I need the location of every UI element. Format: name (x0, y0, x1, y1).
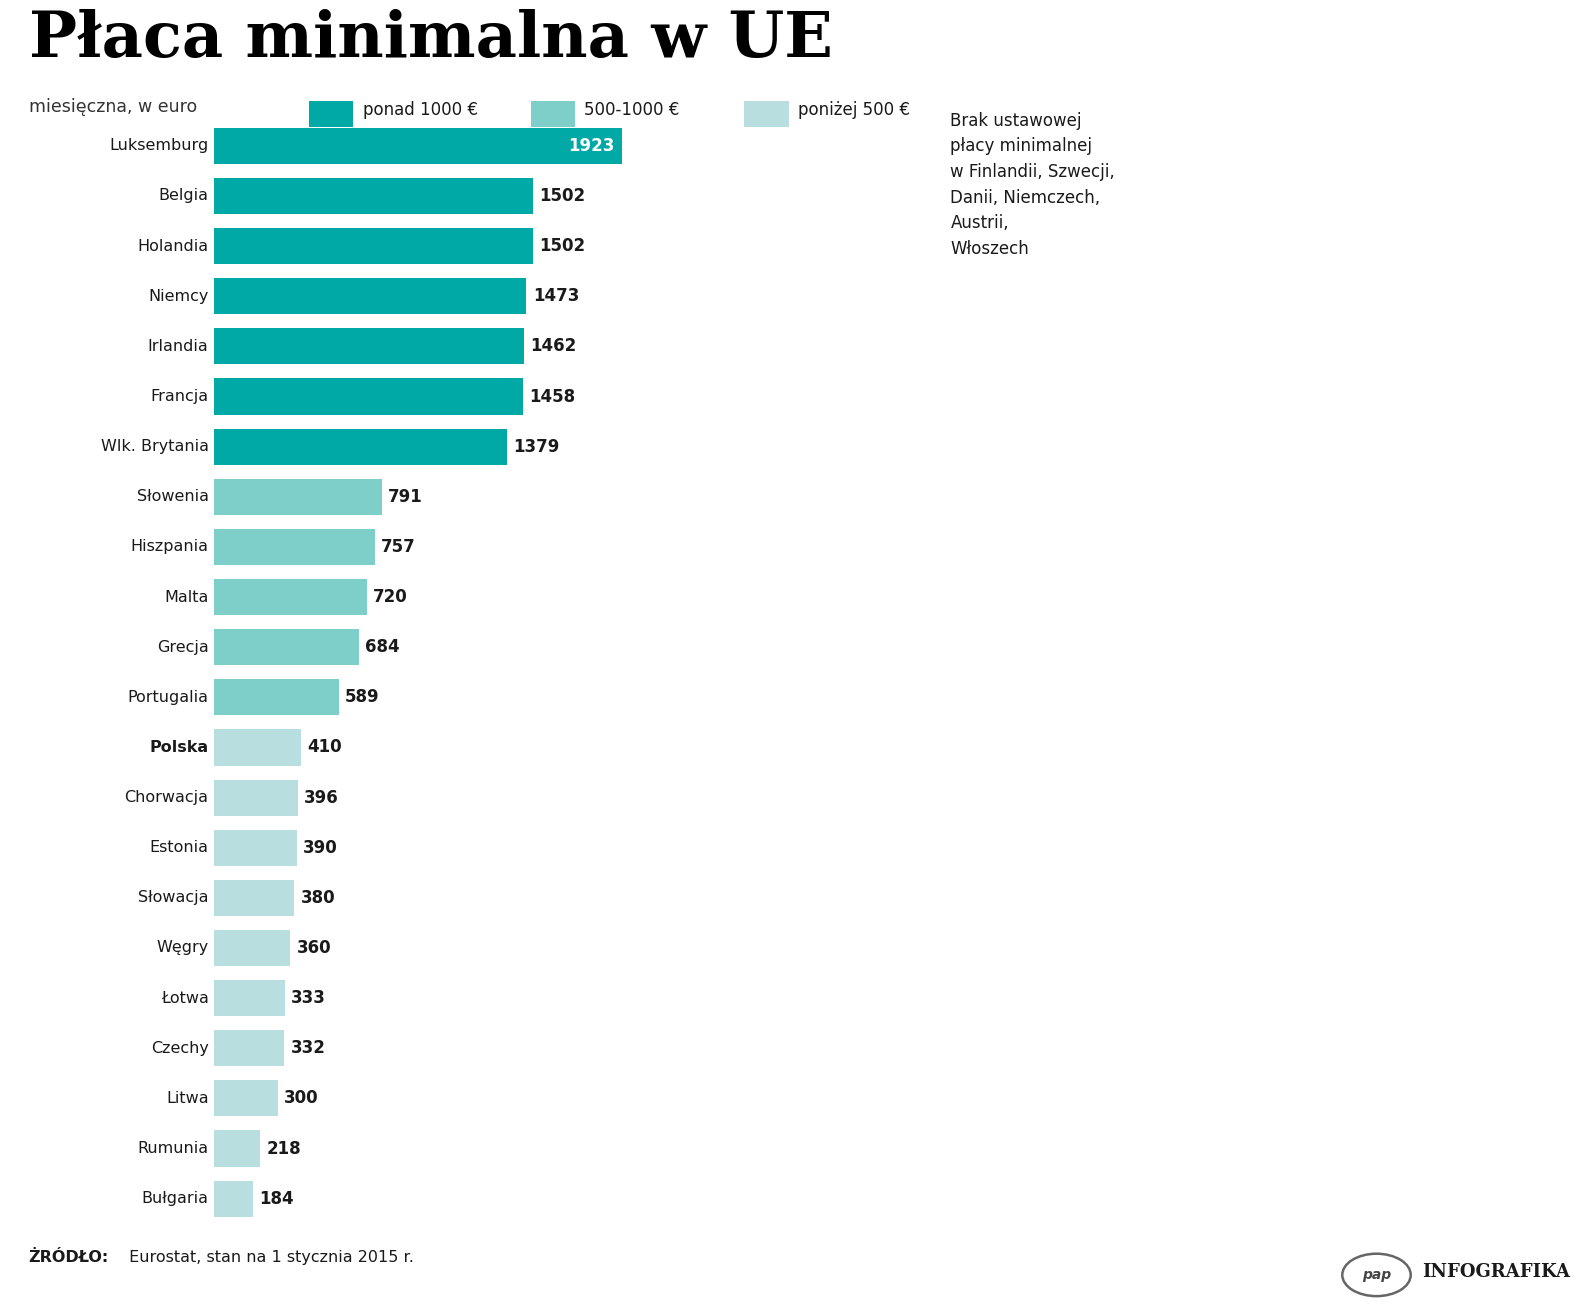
Text: 218: 218 (266, 1140, 301, 1158)
Bar (214, 328, 524, 365)
Text: Brak ustawowej
płacy minimalnej
w Finlandii, Szwecji,
Danii, Niemczech,
Austrii,: Brak ustawowej płacy minimalnej w Finlan… (950, 112, 1115, 259)
Text: Chorwacja: Chorwacja (125, 790, 209, 805)
Text: Słowacja: Słowacja (138, 890, 209, 906)
Bar (214, 1081, 277, 1116)
Text: Wlk. Brytania: Wlk. Brytania (100, 439, 209, 454)
Bar (214, 1130, 260, 1166)
Text: 720: 720 (374, 588, 407, 607)
Text: Luksemburg: Luksemburg (109, 138, 209, 154)
Bar (214, 679, 339, 716)
Text: Łotwa: Łotwa (160, 990, 209, 1006)
Text: INFOGRAFIKA: INFOGRAFIKA (1422, 1263, 1570, 1281)
Bar (214, 880, 295, 916)
Bar (214, 979, 285, 1016)
Text: 589: 589 (345, 688, 380, 706)
Bar (214, 228, 532, 264)
Text: Francja: Francja (150, 389, 209, 404)
Text: Eurostat, stan na 1 stycznia 2015 r.: Eurostat, stan na 1 stycznia 2015 r. (124, 1250, 413, 1264)
Text: 684: 684 (366, 638, 401, 656)
Bar (214, 629, 360, 666)
Text: 360: 360 (296, 939, 331, 957)
Text: 791: 791 (388, 488, 423, 506)
Text: 1458: 1458 (529, 387, 577, 406)
Text: 333: 333 (291, 989, 326, 1007)
Bar (214, 479, 382, 515)
Text: Polska: Polska (149, 741, 209, 755)
Text: 757: 757 (380, 538, 415, 555)
Text: 390: 390 (303, 839, 337, 856)
Bar (214, 780, 298, 815)
Bar (214, 278, 526, 314)
Text: Węgry: Węgry (157, 940, 209, 956)
Bar (214, 1180, 253, 1217)
Text: Hiszpania: Hiszpania (130, 540, 209, 554)
Text: 500-1000 €: 500-1000 € (584, 101, 680, 119)
Text: Holandia: Holandia (138, 239, 209, 253)
Text: 1462: 1462 (531, 337, 577, 356)
Text: Rumunia: Rumunia (138, 1141, 209, 1155)
Text: 1502: 1502 (539, 186, 584, 205)
Bar (214, 579, 366, 614)
Text: 300: 300 (284, 1090, 318, 1107)
Text: Bułgaria: Bułgaria (141, 1191, 209, 1207)
Text: Portugalia: Portugalia (128, 689, 209, 705)
Text: Malta: Malta (165, 590, 209, 604)
Text: Irlandia: Irlandia (147, 339, 209, 355)
Bar (214, 830, 296, 865)
Bar (214, 378, 523, 415)
Text: 1473: 1473 (532, 288, 580, 305)
Bar (214, 428, 507, 465)
Text: Grecja: Grecja (157, 639, 209, 655)
Text: poniżej 500 €: poniżej 500 € (798, 101, 911, 119)
Text: 396: 396 (304, 789, 339, 806)
Text: 332: 332 (291, 1040, 326, 1057)
Bar (214, 1031, 284, 1066)
Text: Czechy: Czechy (150, 1041, 209, 1056)
Text: 1923: 1923 (569, 137, 615, 155)
Text: 410: 410 (307, 738, 342, 756)
Text: ponad 1000 €: ponad 1000 € (363, 101, 478, 119)
Text: Niemcy: Niemcy (149, 289, 209, 303)
Text: Estonia: Estonia (149, 840, 209, 855)
Text: 1379: 1379 (513, 437, 559, 456)
Text: pap: pap (1362, 1268, 1391, 1281)
Bar (214, 529, 374, 565)
Bar (214, 930, 290, 966)
Bar (214, 730, 301, 765)
Text: ŻRÓDŁO:: ŻRÓDŁO: (29, 1250, 109, 1264)
Text: 1502: 1502 (539, 238, 584, 255)
Text: Słowenia: Słowenia (136, 490, 209, 504)
Bar (214, 127, 623, 164)
Text: Belgia: Belgia (158, 189, 209, 204)
Text: Litwa: Litwa (166, 1091, 209, 1106)
Text: Płaca minimalna w UE: Płaca minimalna w UE (29, 9, 832, 70)
Bar (214, 179, 532, 214)
Text: miesięczna, w euro: miesięczna, w euro (29, 98, 196, 117)
Text: 184: 184 (260, 1190, 295, 1208)
Text: 380: 380 (301, 889, 336, 907)
